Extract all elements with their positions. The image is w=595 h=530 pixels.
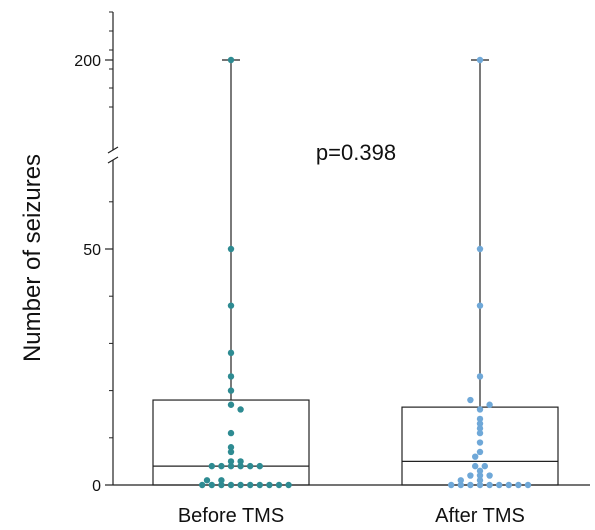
data-point — [457, 477, 464, 484]
data-point — [448, 481, 455, 489]
data-point — [472, 453, 479, 460]
data-point — [476, 429, 484, 437]
iqr-box — [152, 399, 310, 486]
y-tick-label: 200 — [74, 53, 101, 70]
data-point — [227, 448, 235, 456]
data-point — [275, 481, 283, 489]
data-point — [227, 481, 235, 489]
data-point — [227, 56, 235, 64]
data-point — [496, 481, 503, 489]
data-point — [227, 458, 235, 465]
y-axis-title: Number of seizures — [19, 154, 46, 362]
category-label: After TMS — [435, 505, 525, 527]
axis-break-mark — [107, 156, 119, 164]
data-point — [457, 481, 464, 489]
data-point — [472, 462, 479, 470]
p-value-annotation: p=0.398 — [316, 140, 396, 165]
data-point — [476, 481, 484, 489]
data-point — [476, 477, 484, 484]
data-point — [227, 373, 235, 380]
data-point — [481, 462, 488, 470]
data-point — [247, 462, 254, 470]
data-point — [524, 481, 532, 489]
category-label: Before TMS — [178, 505, 284, 527]
data-point — [237, 406, 244, 413]
data-point — [285, 481, 292, 489]
data-point — [199, 481, 206, 489]
data-point — [227, 462, 235, 470]
data-point — [476, 472, 484, 479]
data-point — [476, 448, 484, 456]
data-point — [467, 481, 474, 489]
y-axis: 0 50 200 — [74, 11, 590, 495]
data-point — [227, 349, 235, 357]
y-tick-label: 50 — [83, 242, 101, 259]
data-point — [476, 439, 484, 446]
data-point — [467, 472, 474, 479]
data-point — [476, 425, 484, 432]
data-point — [476, 420, 484, 427]
data-point — [218, 481, 225, 489]
data-point — [218, 477, 225, 484]
y-tick-label: 0 — [92, 478, 101, 495]
data-point — [266, 481, 273, 489]
data-point — [237, 458, 244, 465]
data-point — [486, 481, 493, 489]
data-point — [247, 481, 254, 489]
data-point — [476, 406, 484, 413]
boxes — [152, 59, 559, 486]
data-point — [486, 472, 493, 479]
data-point — [203, 477, 211, 484]
data-point — [476, 302, 484, 309]
data-point — [227, 401, 235, 408]
data-point — [256, 462, 263, 470]
data-point — [486, 401, 493, 408]
axis-break-mark — [107, 146, 119, 154]
data-point — [256, 481, 263, 489]
data-point — [476, 467, 484, 475]
data-point — [227, 444, 235, 451]
data-point — [515, 481, 522, 489]
data-point — [237, 481, 244, 489]
data-point — [237, 462, 244, 470]
data-point — [476, 415, 484, 423]
data-point — [208, 481, 215, 489]
data-point — [467, 396, 474, 404]
data-point — [227, 245, 235, 253]
data-points — [199, 56, 532, 489]
data-point — [208, 462, 215, 470]
data-point — [505, 481, 512, 489]
data-point — [476, 373, 484, 380]
data-point — [218, 462, 225, 470]
data-point — [476, 245, 484, 253]
data-point — [476, 56, 484, 64]
data-point — [227, 387, 235, 394]
labels: Before TMS After TMS Number of seizures p=0… — [19, 140, 525, 527]
data-point — [227, 429, 235, 437]
data-point — [227, 302, 235, 309]
